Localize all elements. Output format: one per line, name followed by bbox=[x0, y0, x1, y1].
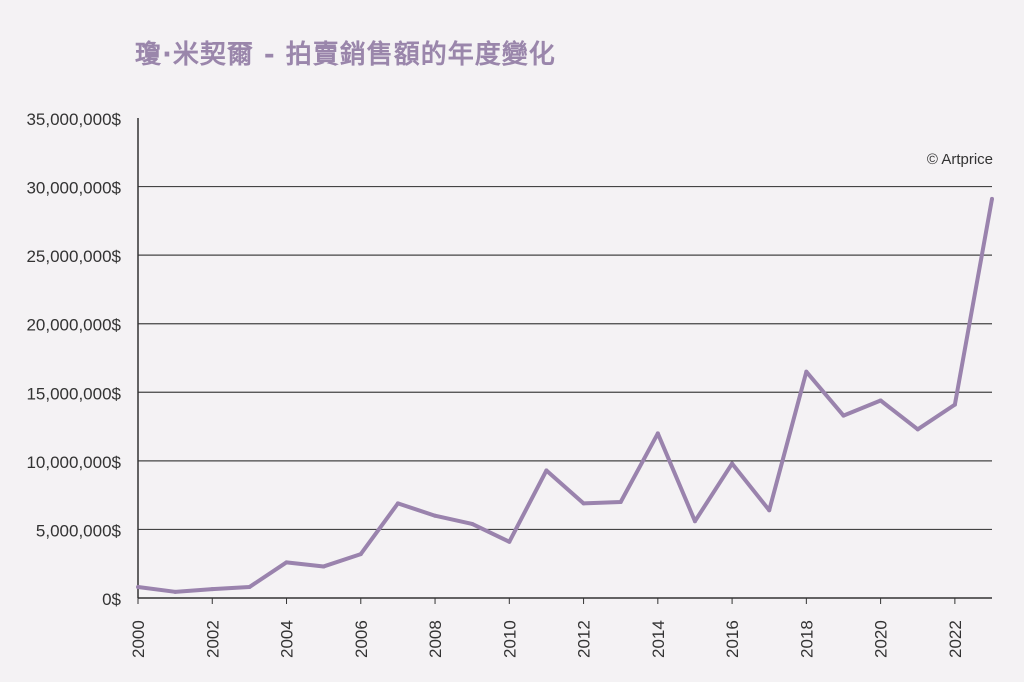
data-point bbox=[915, 427, 920, 432]
data-point bbox=[952, 402, 957, 407]
data-point bbox=[358, 552, 363, 557]
series-line bbox=[137, 198, 994, 594]
x-tick-label: 2012 bbox=[575, 620, 594, 658]
copyright-credit: © Artprice bbox=[927, 151, 993, 168]
data-point bbox=[767, 508, 772, 513]
y-tick-label: 20,000,000$ bbox=[26, 316, 121, 335]
data-point bbox=[618, 500, 623, 504]
x-tick-label: 2018 bbox=[797, 620, 816, 658]
data-point bbox=[581, 501, 586, 506]
data-point bbox=[395, 501, 400, 506]
x-tick-label: 2022 bbox=[946, 620, 965, 658]
y-tick-label: 5,000,000$ bbox=[36, 521, 122, 540]
x-tick-label: 2008 bbox=[426, 620, 445, 658]
y-tick-label: 10,000,000$ bbox=[26, 453, 121, 472]
data-point bbox=[990, 196, 994, 201]
data-point bbox=[878, 398, 883, 403]
y-tick-label: 25,000,000$ bbox=[26, 247, 121, 266]
data-point bbox=[433, 513, 438, 518]
x-tick-label: 2020 bbox=[872, 620, 891, 658]
x-tick-label: 2006 bbox=[352, 620, 371, 658]
data-point bbox=[210, 587, 215, 592]
data-point bbox=[544, 468, 549, 473]
data-point bbox=[173, 589, 178, 594]
data-point bbox=[136, 585, 140, 590]
chart-title: 瓊·米契爾 - 拍賣銷售額的年度變化 bbox=[135, 40, 556, 70]
data-point bbox=[321, 564, 326, 569]
y-tick-label: 0$ bbox=[102, 590, 121, 609]
data-point bbox=[730, 461, 735, 466]
x-tick-label: 2000 bbox=[129, 620, 148, 658]
data-point bbox=[470, 521, 475, 526]
data-point bbox=[692, 519, 697, 524]
y-tick-label: 30,000,000$ bbox=[26, 179, 121, 198]
x-tick-label: 2002 bbox=[203, 620, 222, 658]
data-point bbox=[507, 539, 512, 544]
x-tick-label: 2014 bbox=[649, 620, 668, 658]
data-point bbox=[804, 369, 809, 374]
data-point bbox=[284, 560, 289, 565]
x-tick-label: 2010 bbox=[500, 620, 519, 658]
data-point bbox=[841, 413, 846, 418]
x-tick-label: 2016 bbox=[723, 620, 742, 658]
data-point bbox=[247, 585, 252, 590]
data-point bbox=[655, 431, 660, 436]
y-tick-label: 35,000,000$ bbox=[26, 110, 121, 129]
y-tick-label: 15,000,000$ bbox=[26, 384, 121, 403]
x-tick-label: 2004 bbox=[278, 620, 297, 658]
